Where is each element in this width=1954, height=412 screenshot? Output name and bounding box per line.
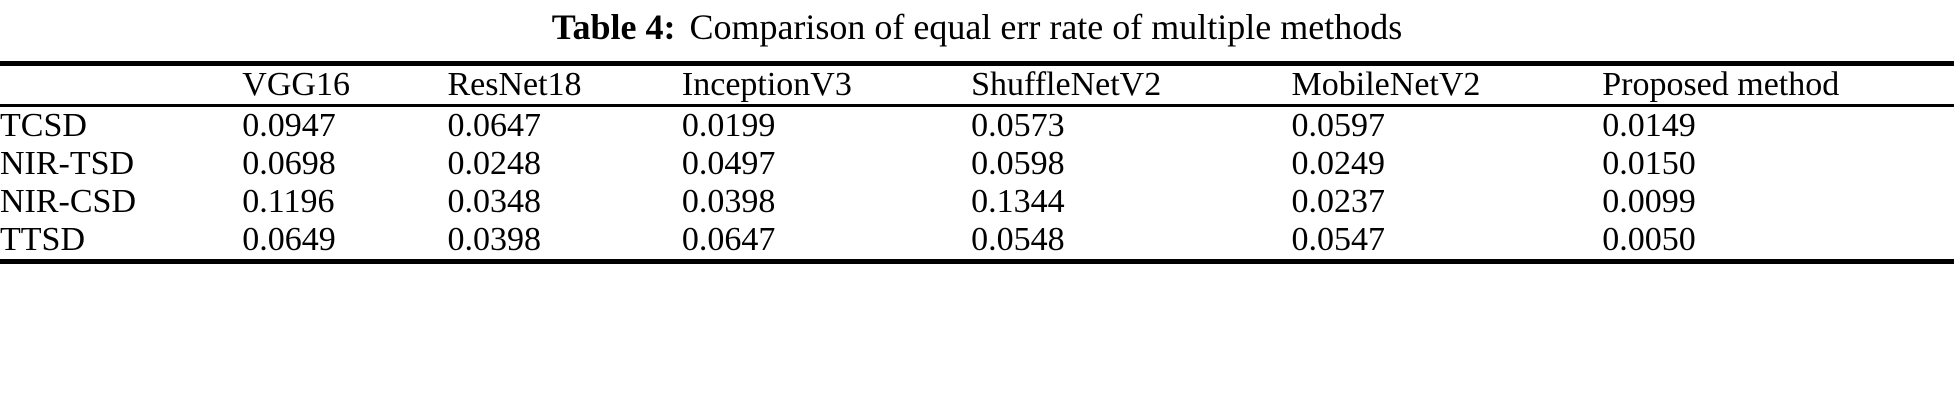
header-corner-cell	[0, 61, 243, 108]
table-row-nir-csd: NIR-CSD 0.1196 0.0348 0.0398 0.1344 0.02…	[0, 183, 1954, 221]
row-label-ttsd: TTSD	[0, 221, 243, 265]
table-cell: 0.0050	[1602, 221, 1954, 265]
table-caption-text: Comparison of equal err rate of multiple…	[689, 7, 1403, 47]
column-header-mobilenetv2: MobileNetV2	[1291, 61, 1603, 108]
column-header-vgg16: VGG16	[242, 61, 448, 108]
table-cell: 0.0647	[447, 107, 541, 145]
table-caption: Table 4: Comparison of equal err rate of …	[0, 0, 1954, 61]
table-cell: 0.0647	[681, 221, 972, 265]
column-header-proposed-method: Proposed method	[1602, 61, 1954, 108]
table-header: VGG16 ResNet18 InceptionV3 ShuffleNetV2 …	[0, 61, 1954, 108]
row-label-tcsd: TCSD	[0, 107, 87, 145]
table-cell: 0.0698	[242, 145, 336, 183]
table-cell: 0.0548	[971, 221, 1292, 265]
eer-comparison-table: VGG16 ResNet18 InceptionV3 ShuffleNetV2 …	[0, 61, 1954, 265]
table-cell: 0.0597	[1291, 107, 1386, 145]
table-cell: 0.0598	[971, 145, 1065, 183]
column-header-inceptionv3: InceptionV3	[681, 61, 972, 108]
row-label-nir-tsd: NIR-TSD	[0, 145, 135, 183]
table-cell: 0.0237	[1291, 183, 1386, 221]
table-cell: 0.0573	[971, 107, 1065, 145]
table-cell: 0.0249	[1291, 145, 1386, 183]
table-cell: 0.0099	[1602, 183, 1696, 221]
header-row: VGG16 ResNet18 InceptionV3 ShuffleNetV2 …	[0, 61, 1954, 108]
row-label-nir-csd: NIR-CSD	[0, 183, 137, 221]
table-cell: 0.0398	[681, 183, 776, 221]
table-cell: 0.1196	[242, 183, 335, 221]
table-cell: 0.0398	[447, 221, 682, 265]
table-cell: 0.0150	[1602, 145, 1696, 183]
table-body: TCSD 0.0947 0.0647 0.0199 0.0573 0.0597 …	[0, 106, 1954, 265]
table-cell: 0.0248	[447, 145, 541, 183]
table-row-ttsd: TTSD 0.0649 0.0398 0.0647 0.0548 0.0547 …	[0, 221, 1954, 265]
table-cell: 0.1344	[971, 183, 1065, 221]
column-header-shufflenetv2: ShuffleNetV2	[971, 61, 1292, 108]
table-cell: 0.0649	[242, 221, 448, 265]
table-caption-label: Table 4:	[551, 7, 676, 47]
table-cell: 0.0199	[681, 107, 776, 145]
table-cell: 0.0947	[242, 107, 336, 145]
table-row-tcsd: TCSD 0.0947 0.0647 0.0199 0.0573 0.0597 …	[0, 106, 1954, 146]
table-cell: 0.0497	[681, 145, 776, 183]
table-row-nir-tsd: NIR-TSD 0.0698 0.0248 0.0497 0.0598 0.02…	[0, 145, 1954, 183]
table-cell: 0.0547	[1291, 221, 1603, 265]
table-cell: 0.0149	[1602, 107, 1696, 145]
table-cell: 0.0348	[447, 183, 541, 221]
column-header-resnet18: ResNet18	[447, 61, 682, 108]
